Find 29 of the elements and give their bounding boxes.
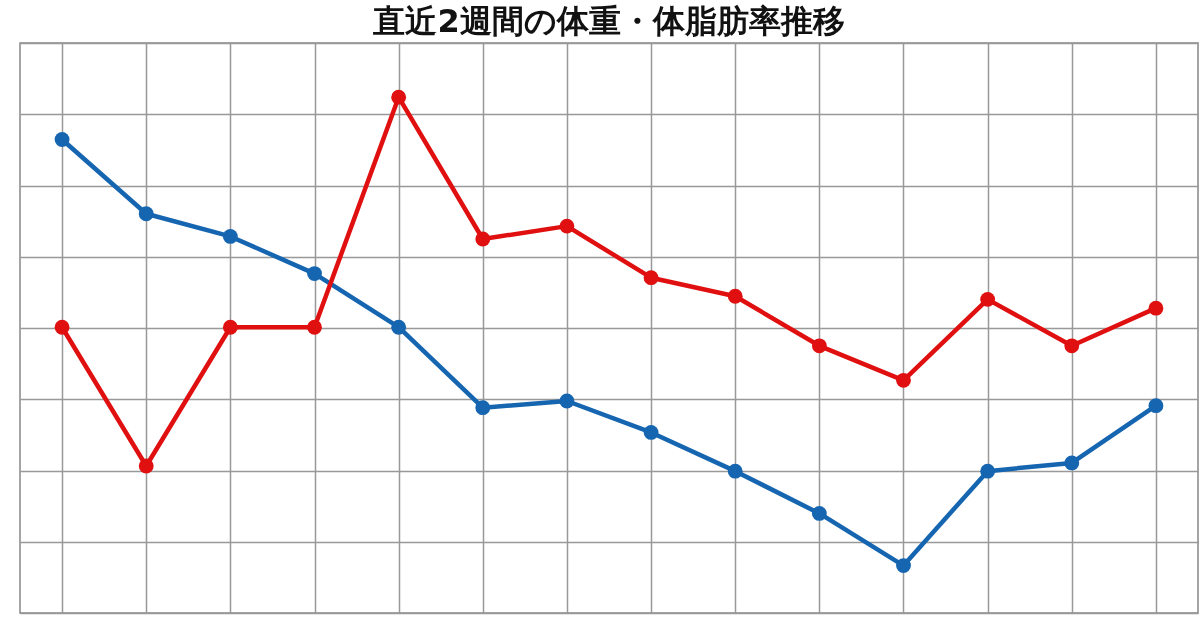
point	[54, 132, 70, 147]
point	[980, 291, 996, 307]
point	[980, 463, 996, 479]
point	[307, 319, 322, 335]
point	[222, 229, 238, 244]
point	[391, 89, 407, 105]
point	[1148, 300, 1164, 316]
point	[559, 393, 575, 409]
point	[1148, 398, 1164, 414]
point	[222, 319, 238, 335]
point	[811, 506, 827, 521]
point	[391, 319, 407, 335]
point	[559, 218, 575, 234]
point	[307, 266, 322, 281]
point	[138, 206, 154, 222]
point	[643, 270, 659, 286]
point	[475, 231, 491, 247]
point	[896, 372, 911, 388]
point	[727, 288, 743, 304]
chart-title: 直近2週間の体重・体脂肪率推移	[372, 2, 845, 40]
point	[1064, 455, 1080, 471]
point	[54, 319, 70, 335]
point	[727, 463, 743, 479]
point	[896, 558, 911, 573]
point	[475, 400, 491, 416]
point	[643, 425, 659, 440]
point	[138, 458, 154, 474]
point	[811, 338, 827, 354]
point	[1064, 338, 1080, 354]
